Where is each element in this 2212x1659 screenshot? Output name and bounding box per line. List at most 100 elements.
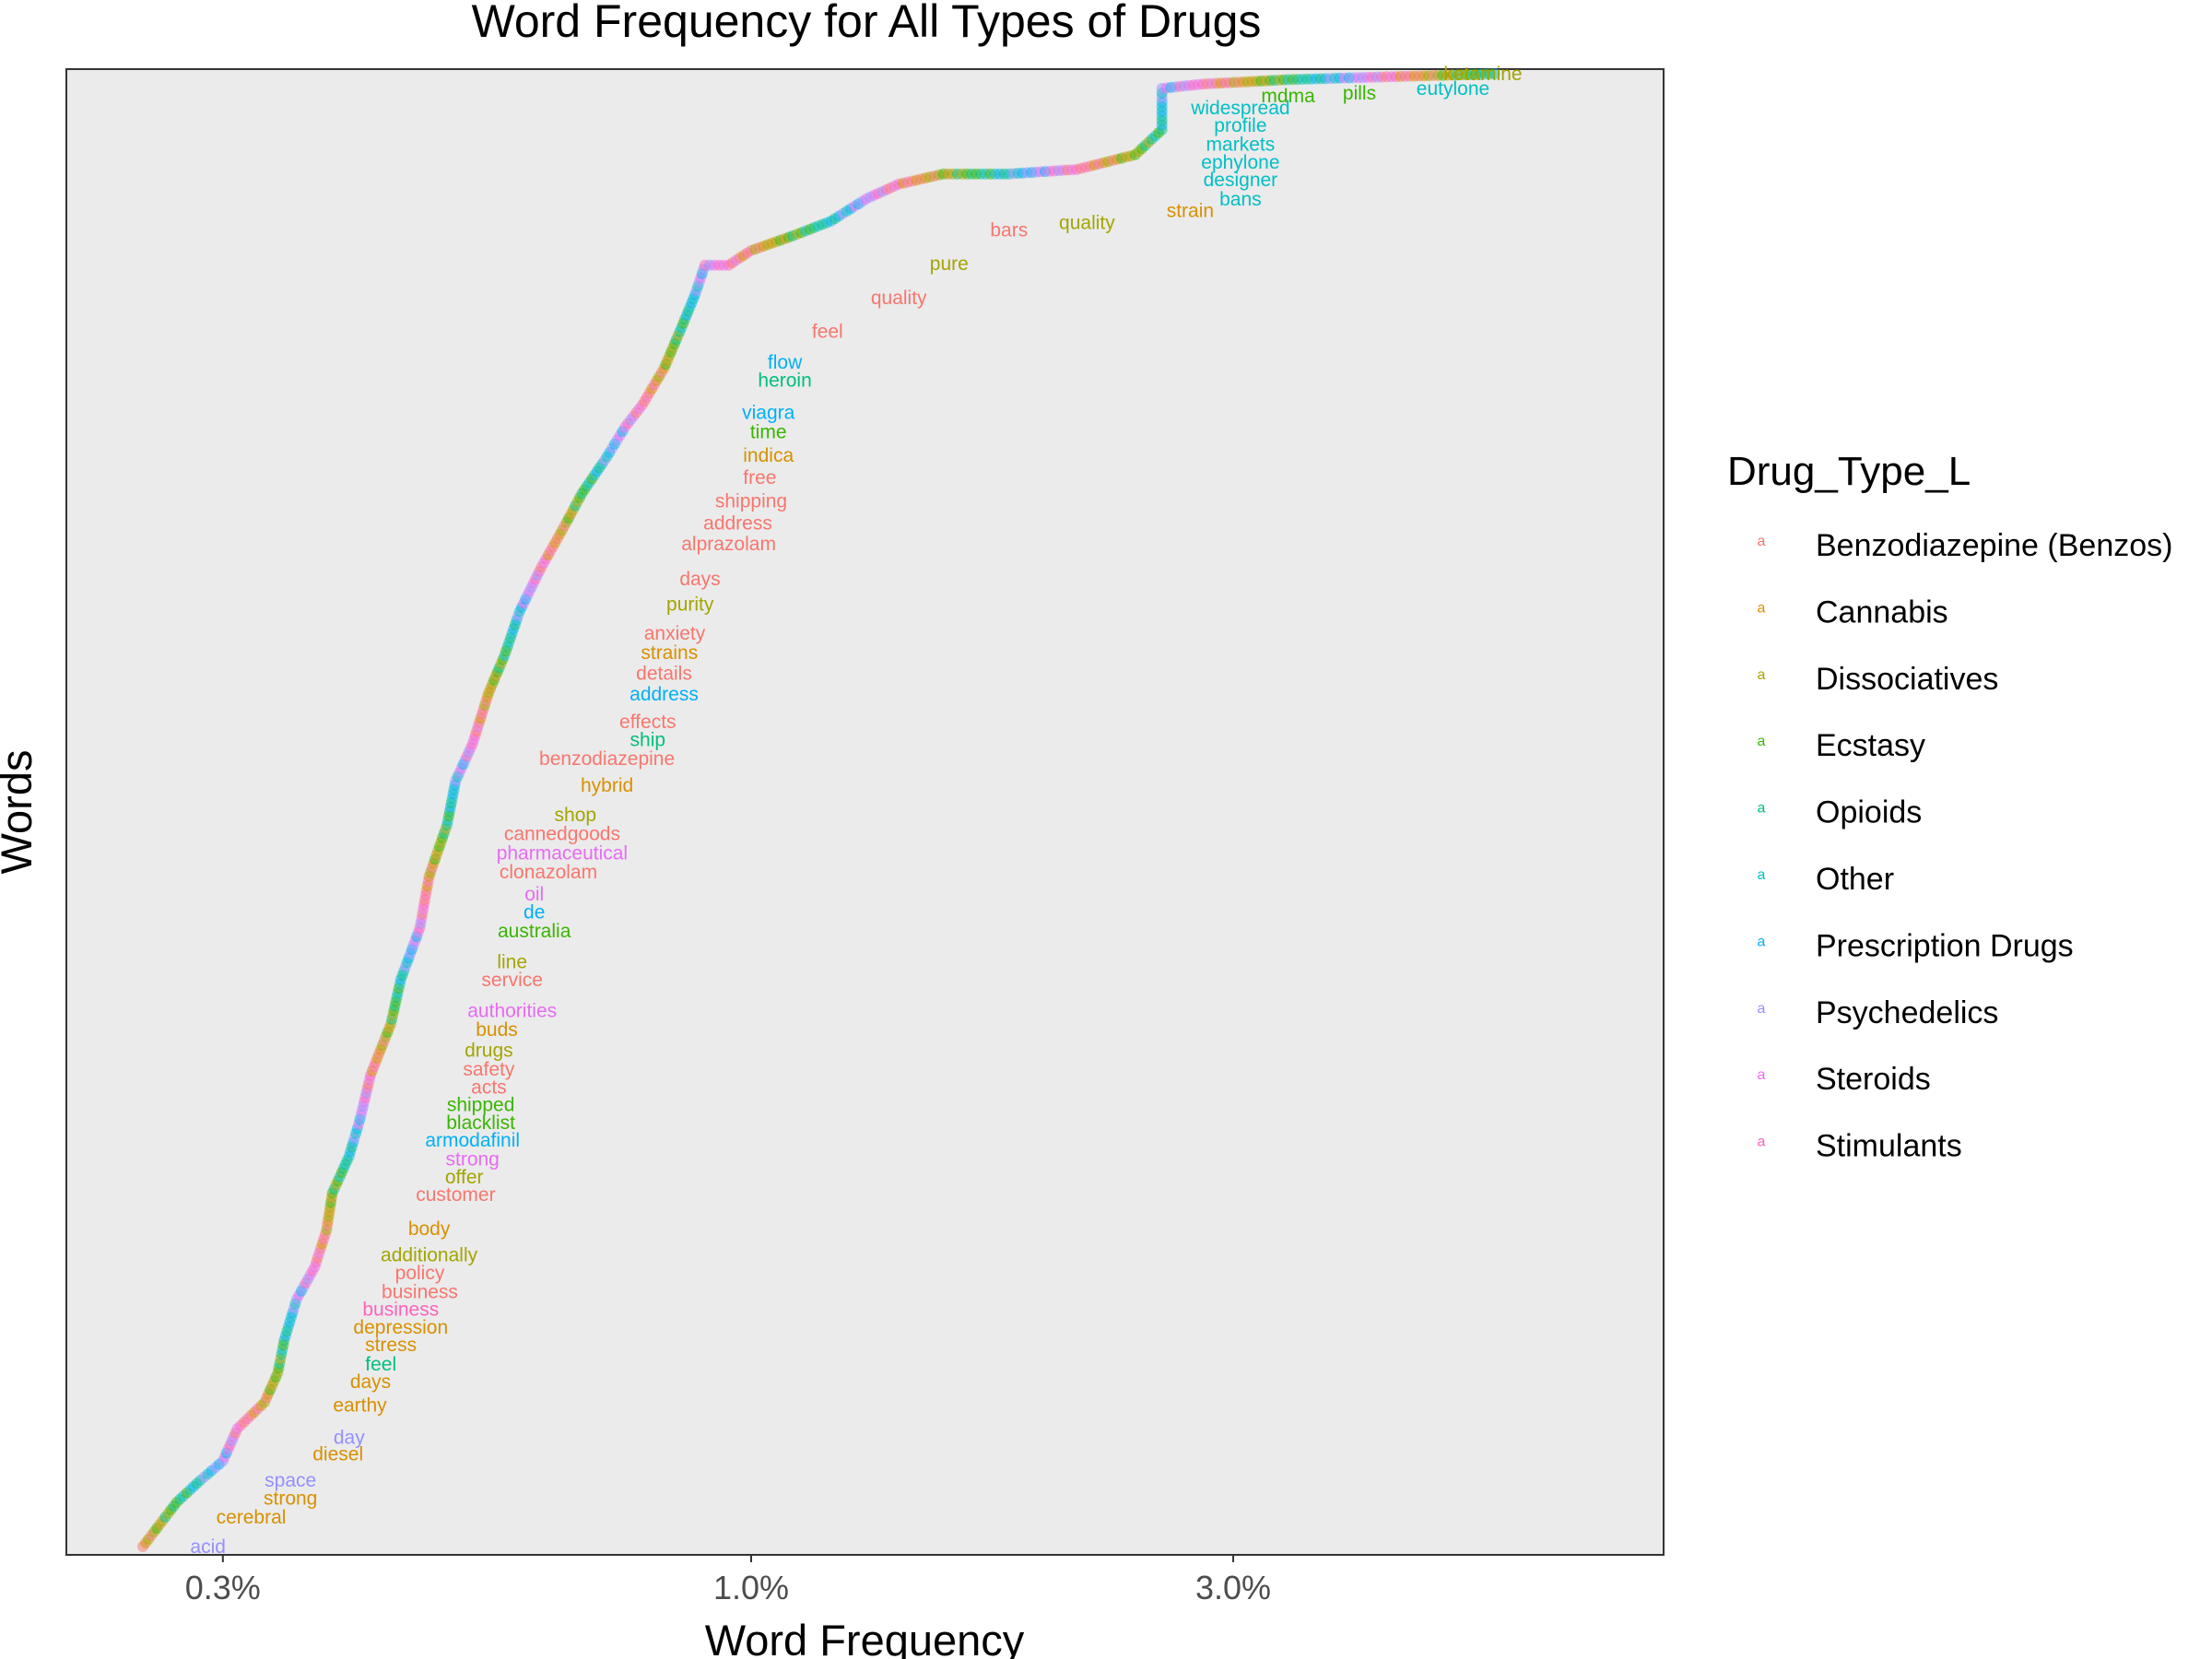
legend-key: a (1758, 1135, 1766, 1150)
word-label: ship (630, 729, 666, 750)
word-label: business (382, 1282, 458, 1303)
word-label: hybrid (581, 775, 633, 796)
legend-label: Psychedelics (1816, 995, 1998, 1030)
legend-label: Opioids (1816, 795, 1922, 830)
word-label: australia (498, 921, 571, 942)
word-label: authorities (467, 1000, 557, 1021)
word-label: quality (1059, 212, 1115, 233)
word-label: clonazolam (500, 862, 597, 883)
legend-key: a (1758, 801, 1766, 817)
word-label: quality (871, 288, 927, 309)
word-label: cerebral (217, 1507, 287, 1528)
word-label: eutylone (1417, 78, 1489, 100)
word-label: bars (990, 219, 1028, 241)
x-tick-label: 3.0% (1195, 1569, 1271, 1606)
word-label: drugs (465, 1041, 513, 1062)
word-label: benzodiazepine (539, 748, 675, 770)
word-label: cannedgoods (504, 824, 620, 845)
word-label: service (481, 970, 543, 991)
word-label: pure (930, 253, 969, 275)
chart-title: Word Frequency for All Types of Drugs (472, 0, 1262, 47)
word-label: de (524, 901, 545, 923)
word-label: ketamine (1443, 64, 1522, 85)
word-label: designer (1204, 170, 1278, 191)
legend-key: a (1758, 934, 1766, 949)
word-label: day (334, 1428, 365, 1449)
word-label: bans (1219, 189, 1262, 210)
word-label: feel (812, 322, 843, 343)
word-label: feel (365, 1354, 396, 1375)
word-label: blacklist (446, 1112, 515, 1134)
word-label: oil (524, 884, 544, 905)
word-label: customer (416, 1184, 495, 1206)
word-label: strains (641, 642, 698, 664)
word-label: profile (1214, 115, 1266, 136)
legend-key: a (1758, 1001, 1766, 1017)
word-label: additionally (381, 1245, 478, 1266)
word-label: acts (471, 1077, 507, 1098)
x-tick-label: 1.0% (713, 1569, 789, 1606)
word-label: strong (446, 1149, 500, 1171)
word-label: purity (666, 594, 714, 615)
legend-label: Benzodiazepine (Benzos) (1816, 528, 2172, 563)
word-label: business (362, 1300, 439, 1321)
word-label: indica (743, 445, 794, 466)
word-label: viagra (742, 403, 795, 424)
word-label: markets (1206, 135, 1276, 156)
word-label: address (629, 684, 699, 705)
word-label: details (636, 663, 692, 684)
word-label: days (350, 1371, 391, 1393)
word-label: buds (476, 1019, 518, 1041)
legend-label: Stimulants (1816, 1129, 1962, 1164)
word-label: time (750, 421, 787, 442)
word-label: alprazolam (681, 534, 776, 555)
legend-items: a Benzodiazepine (Benzos) a Cannabis a Dissoc… (1758, 528, 2173, 1164)
legend: Drug_Type_L a Benzodiazepine (Benzos) a Can… (1727, 449, 2172, 1164)
word-label: earthy (333, 1395, 387, 1417)
legend-label: Cannabis (1816, 594, 1948, 629)
word-label: line (497, 952, 527, 973)
word-label: days (679, 569, 720, 590)
word-label: depression (353, 1317, 448, 1338)
word-label: pills (1343, 83, 1376, 104)
word-label: mdma (1261, 86, 1315, 107)
word-label: offer (445, 1167, 484, 1188)
plot-background (65, 68, 1665, 1556)
points-layer (137, 68, 1500, 1552)
x-tick-label: 0.3% (185, 1569, 261, 1606)
word-label: pharmaceutical (497, 842, 628, 864)
word-label: policy (395, 1263, 445, 1284)
word-label: anxiety (644, 623, 706, 644)
word-point (1488, 68, 1500, 80)
word-label: heroin (758, 370, 811, 391)
legend-title: Drug_Type_L (1727, 449, 1971, 494)
word-label: body (408, 1218, 451, 1240)
legend-label: Prescription Drugs (1816, 928, 2074, 963)
legend-label: Steroids (1816, 1062, 1931, 1097)
word-label: shipped (447, 1095, 515, 1116)
legend-key: a (1758, 734, 1766, 749)
x-axis-title: Word Frequency (705, 1616, 1025, 1659)
legend-key: a (1758, 867, 1766, 883)
x-axis: 0.3% 1.0% 3.0% (185, 1555, 1271, 1606)
word-label: ephylone (1201, 152, 1279, 173)
legend-key: a (1758, 534, 1766, 549)
word-label: shop (555, 805, 597, 826)
word-label: effects (619, 712, 676, 733)
word-label: strain (1167, 201, 1214, 222)
word-label: strong (264, 1488, 317, 1509)
legend-label: Dissociatives (1816, 662, 1998, 697)
legend-key: a (1758, 1067, 1766, 1083)
word-label: acid (190, 1536, 226, 1558)
y-axis-title: Words (0, 750, 41, 875)
legend-label: Other (1816, 862, 1894, 897)
word-label: widespread (1190, 98, 1289, 119)
word-label: stress (365, 1335, 417, 1356)
word-label: flow (768, 352, 803, 373)
word-label: diesel (312, 1443, 363, 1465)
word-label: free (743, 467, 776, 488)
legend-label: Ecstasy (1816, 728, 1925, 763)
